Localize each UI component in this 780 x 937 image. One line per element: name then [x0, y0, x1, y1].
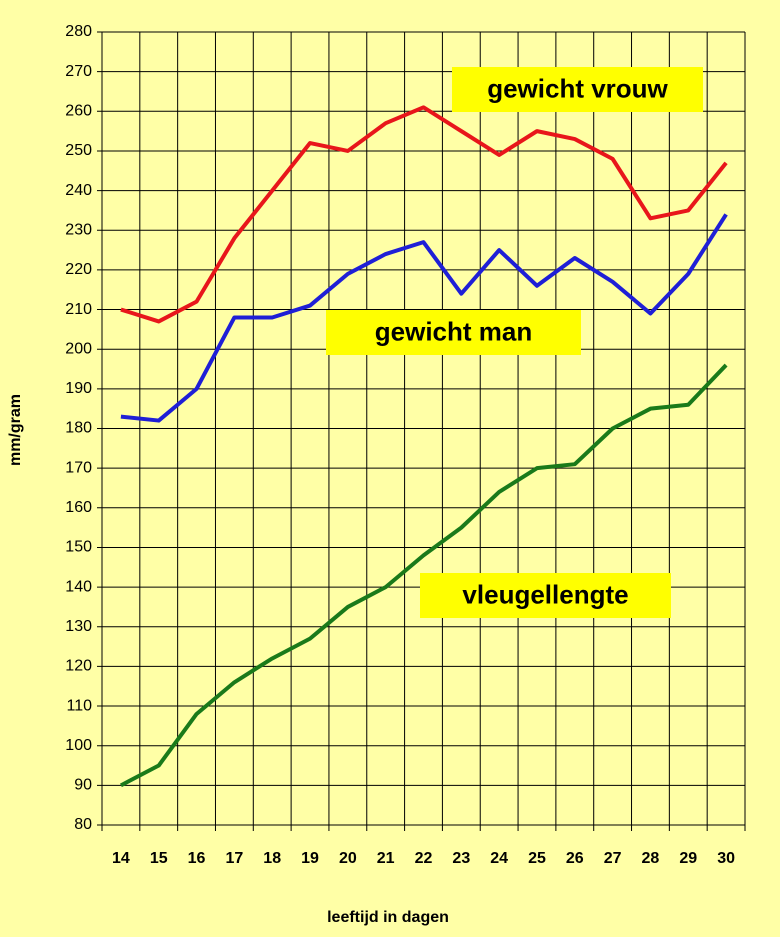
- legend-label: vleugellengte: [462, 579, 628, 609]
- x-tick-label: 16: [188, 850, 206, 867]
- y-tick-label: 160: [65, 499, 92, 516]
- y-tick-label: 270: [65, 63, 92, 80]
- x-tick-label: 14: [112, 850, 130, 867]
- y-tick-label: 200: [65, 340, 92, 357]
- x-tick-label: 19: [301, 850, 319, 867]
- x-tick-label: 28: [642, 850, 660, 867]
- x-tick-label: 23: [452, 850, 470, 867]
- y-tick-label: 210: [65, 301, 92, 318]
- x-tick-label: 29: [679, 850, 697, 867]
- legend-box: [420, 573, 671, 618]
- y-tick-label: 150: [65, 539, 92, 556]
- y-tick-label: 90: [74, 777, 92, 794]
- x-tick-label: 25: [528, 850, 546, 867]
- series-line: [120, 105, 728, 324]
- y-tick-label: 110: [66, 697, 92, 714]
- y-tick-label: 130: [65, 618, 92, 635]
- y-tick-label: 240: [65, 182, 92, 199]
- legend-label: gewicht man: [375, 316, 532, 346]
- x-tick-label: 22: [415, 850, 433, 867]
- series-line: [120, 213, 728, 423]
- y-axis-label: mm/gram: [7, 394, 24, 466]
- y-tick-label: 170: [65, 459, 92, 476]
- y-tick-label: 100: [65, 737, 92, 754]
- y-tick-label: 180: [65, 420, 92, 437]
- legend-box: [452, 67, 703, 112]
- x-tick-label: 18: [263, 850, 281, 867]
- series-line: [119, 363, 728, 788]
- x-tick-label: 17: [225, 850, 243, 867]
- x-tick-label: 20: [339, 850, 357, 867]
- y-tick-label: 80: [74, 816, 92, 833]
- x-tick-label: 30: [717, 850, 735, 867]
- y-tick-label: 120: [65, 658, 92, 675]
- x-tick-label: 27: [604, 850, 622, 867]
- y-tick-label: 190: [65, 380, 92, 397]
- y-tick-label: 230: [65, 221, 92, 238]
- legend-box: [326, 310, 581, 355]
- y-tick-label: 220: [65, 261, 92, 278]
- legend-label: gewicht vrouw: [487, 73, 668, 103]
- y-tick-label: 260: [65, 103, 92, 120]
- x-tick-label: 24: [490, 850, 508, 867]
- y-tick-label: 140: [65, 578, 92, 595]
- x-axis-label: leeftijd in dagen: [327, 909, 449, 926]
- x-tick-label: 15: [150, 850, 168, 867]
- y-tick-label: 280: [65, 23, 92, 40]
- x-tick-label: 26: [566, 850, 584, 867]
- x-tick-label: 21: [377, 850, 395, 867]
- y-tick-label: 250: [65, 142, 92, 159]
